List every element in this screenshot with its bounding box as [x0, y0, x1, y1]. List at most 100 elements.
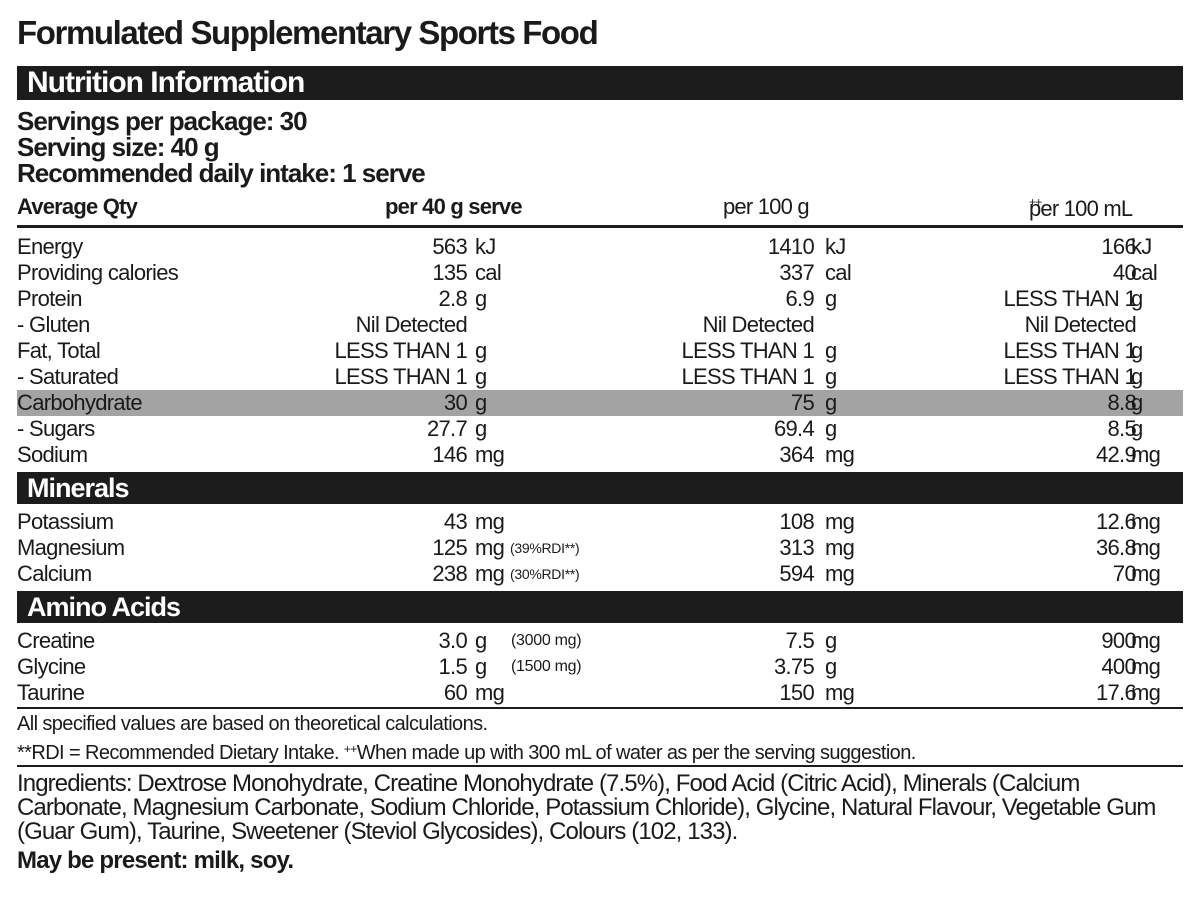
per-100g-unit: g [825, 628, 837, 653]
per-serve-unit: kJ [475, 234, 496, 259]
nutrient-name: - Gluten [17, 312, 90, 337]
per-100g-unit: mg [825, 535, 855, 560]
minerals-header: Minerals [17, 472, 1183, 504]
per-100g-value: 594 [779, 561, 814, 586]
footnote-rdi-text: **RDI = Recommended Dietary Intake. [17, 742, 344, 764]
per-100ml-value: 8.5 [1107, 416, 1137, 441]
per-100ml-unit: mg [1131, 654, 1161, 679]
per-100g-unit: g [825, 364, 837, 389]
table-row: Sodium 146 mg 364 mg 42.9 mg [17, 442, 1183, 468]
nutrient-name: Fat, Total [17, 338, 101, 363]
per-100ml-label: per 100 mL [1029, 196, 1133, 221]
footer-divider [17, 707, 1183, 709]
table-row: Potassium 43 mg 108 mg 12.6 mg [17, 509, 1183, 535]
per-serve-note: (30%RDI**) [510, 566, 580, 582]
table-row: - Gluten Nil Detected Nil Detected Nil Dete… [17, 312, 1183, 338]
per-serve-value: 27.7 [426, 416, 468, 441]
nutrient-name: Magnesium [17, 535, 125, 560]
table-row: Creatine 3.0 g 7.5 g 900 mg (3000 mg) [17, 628, 1183, 654]
nutrient-name: Providing calories [17, 260, 179, 285]
product-title: Formulated Supplementary Sports Food [17, 14, 599, 51]
per-100g-unit: g [825, 654, 837, 679]
amino-acids-header: Amino Acids [17, 591, 1183, 623]
table-row: Taurine 60 mg 150 mg 17.6 mg [17, 680, 1183, 706]
per-100g-value: 3.75 [773, 654, 815, 679]
table-row: - Saturated LESS THAN 1 g LESS THAN 1 g LESS … [17, 364, 1183, 390]
nutrient-name: Creatine [17, 628, 95, 653]
nutrient-name: Taurine [17, 680, 85, 705]
table-row: Glycine 1.5 g 3.75 g 400 mg (1500 mg) [17, 654, 1183, 680]
per-100g-unit: g [825, 416, 837, 441]
table-row: Energy 563 kJ 1410 kJ 166 kJ [17, 234, 1183, 260]
per-serve-unit: mg [475, 442, 505, 467]
ingredients-text: Ingredients: Dextrose Monohydrate, Creat… [17, 770, 1156, 845]
per-100ml-value: 17.6 [1095, 680, 1137, 705]
per-serve-value: 125 [432, 535, 467, 560]
ingredients-divider [17, 765, 1183, 767]
per-100g-value: Nil Detected [702, 312, 815, 337]
per-100g-value: 6.9 [785, 286, 815, 311]
per-100ml-value: LESS THAN 1 [1003, 364, 1136, 389]
header-divider [17, 225, 1183, 228]
per-serve-value: 1.5 [438, 654, 468, 679]
per-serve-value: Nil Detected [355, 312, 468, 337]
per-100g-unit: mg [825, 442, 855, 467]
table-row: - Sugars 27.7 g 69.4 g 8.5 g [17, 416, 1183, 442]
per-100ml-value: 42.9 [1095, 442, 1137, 467]
per-serve-note: (1500 mg) [511, 658, 582, 675]
nutrition-info-header: Nutrition Information [17, 66, 1183, 100]
per-serve-unit: mg [475, 535, 505, 560]
per-100g-value: 69.4 [773, 416, 815, 441]
per-serve-unit: g [475, 390, 487, 415]
per-100g-value: LESS THAN 1 [681, 364, 814, 389]
table-row: Providing calories 135 cal 337 cal 40 cal [17, 260, 1183, 286]
per-serve-unit: mg [475, 509, 505, 534]
footnote-serving-text: When made up with 300 mL of water as per… [356, 742, 917, 764]
nutrient-name: Protein [17, 286, 83, 311]
per-100ml-value: 36.8 [1095, 535, 1137, 560]
per-serve-value: 146 [432, 442, 467, 467]
per-100ml-unit: mg [1131, 561, 1161, 586]
per-100ml-unit: mg [1131, 680, 1161, 705]
per-100g-value: 75 [790, 390, 815, 415]
per-100g-value: 337 [779, 260, 814, 285]
per-100ml-value: 40 [1112, 260, 1137, 285]
per-100g-unit: cal [825, 260, 852, 285]
column-header-per-100ml: per 100 mL ++ [1029, 194, 1133, 221]
per-100ml-unit: mg [1131, 628, 1161, 653]
per-100ml-unit: kJ [1131, 234, 1152, 259]
per-100g-value: LESS THAN 1 [681, 338, 814, 363]
per-100ml-unit: mg [1131, 442, 1161, 467]
nutrient-name: Glycine [17, 654, 86, 679]
per-serve-unit: g [475, 628, 487, 653]
per-serve-value: 60 [443, 680, 468, 705]
recommended-daily-intake: Recommended daily intake: 1 serve [17, 158, 426, 188]
nutrient-name: Energy [17, 234, 83, 259]
per-100ml-value: 900 [1101, 628, 1136, 653]
per-serve-unit: mg [475, 561, 505, 586]
servings-per-package: Servings per package: 30 [17, 106, 308, 136]
per-serve-unit: g [475, 338, 487, 363]
per-serve-value: LESS THAN 1 [334, 338, 467, 363]
footnote-calculations: All specified values are based on theore… [17, 713, 488, 735]
footnote-rdi: **RDI = Recommended Dietary Intake. ++Wh… [17, 737, 916, 765]
nutrient-name: Sodium [17, 442, 88, 467]
column-header-per-100g: per 100 g [723, 194, 810, 219]
nutrient-name: - Saturated [17, 364, 119, 389]
per-100g-value: 364 [779, 442, 814, 467]
per-serve-value: 3.0 [438, 628, 468, 653]
column-header-average-qty: Average Qty [17, 194, 138, 219]
per-100g-unit: mg [825, 680, 855, 705]
serving-size: Serving size: 40 g [17, 132, 220, 162]
per-100ml-value: 8.8 [1107, 390, 1137, 415]
table-row: Magnesium 125 mg 313 mg 36.8 mg (39%RDI**) [17, 535, 1183, 561]
per-100g-unit: mg [825, 509, 855, 534]
allergen-statement: May be present: milk, soy. [17, 847, 294, 874]
nutrient-name: Calcium [17, 561, 92, 586]
per-serve-value: 563 [432, 234, 467, 259]
per-100g-unit: g [825, 338, 837, 363]
per-100ml-value: LESS THAN 1 [1003, 338, 1136, 363]
table-row: Calcium 238 mg 594 mg 70 mg (30%RDI**) [17, 561, 1183, 587]
per-serve-value: LESS THAN 1 [334, 364, 467, 389]
